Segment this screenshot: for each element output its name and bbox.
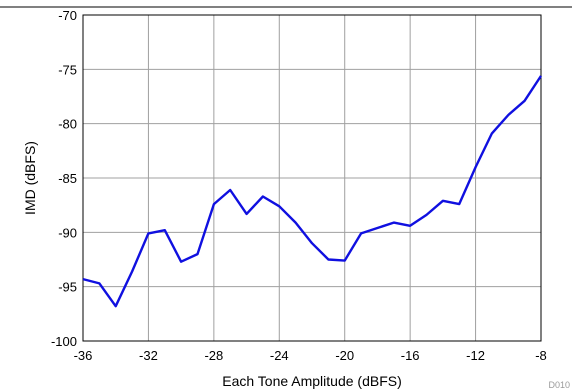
x-tick-label: -24 (270, 348, 289, 363)
x-tick-labels: -36 -32 -28 -24 -20 -16 -12 -8 (74, 348, 547, 363)
y-tick-label: -85 (58, 171, 77, 186)
plot-frame (82, 14, 542, 342)
series-line (82, 75, 543, 308)
figure-code: D010 (548, 380, 570, 390)
y-tick-label: -90 (58, 225, 77, 240)
x-tick-label: -32 (139, 348, 158, 363)
y-tick-label: -80 (58, 117, 77, 132)
y-tick-label: -100 (51, 334, 77, 349)
x-tick-label: -16 (401, 348, 420, 363)
y-tick-label: -70 (58, 8, 77, 23)
y-tick-label: -75 (58, 62, 77, 77)
y-tick-label: -95 (58, 280, 77, 295)
grid (82, 14, 542, 342)
x-tick-label: -20 (335, 348, 354, 363)
x-tick-label: -8 (535, 348, 547, 363)
x-tick-label: -36 (74, 348, 93, 363)
x-axis-title: Each Tone Amplitude (dBFS) (222, 373, 402, 389)
y-tick-labels: -70 -75 -80 -85 -90 -95 -100 (51, 8, 77, 349)
y-axis-title: IMD (dBFS) (22, 141, 38, 215)
x-tick-label: -28 (204, 348, 223, 363)
x-tick-label: -12 (466, 348, 485, 363)
